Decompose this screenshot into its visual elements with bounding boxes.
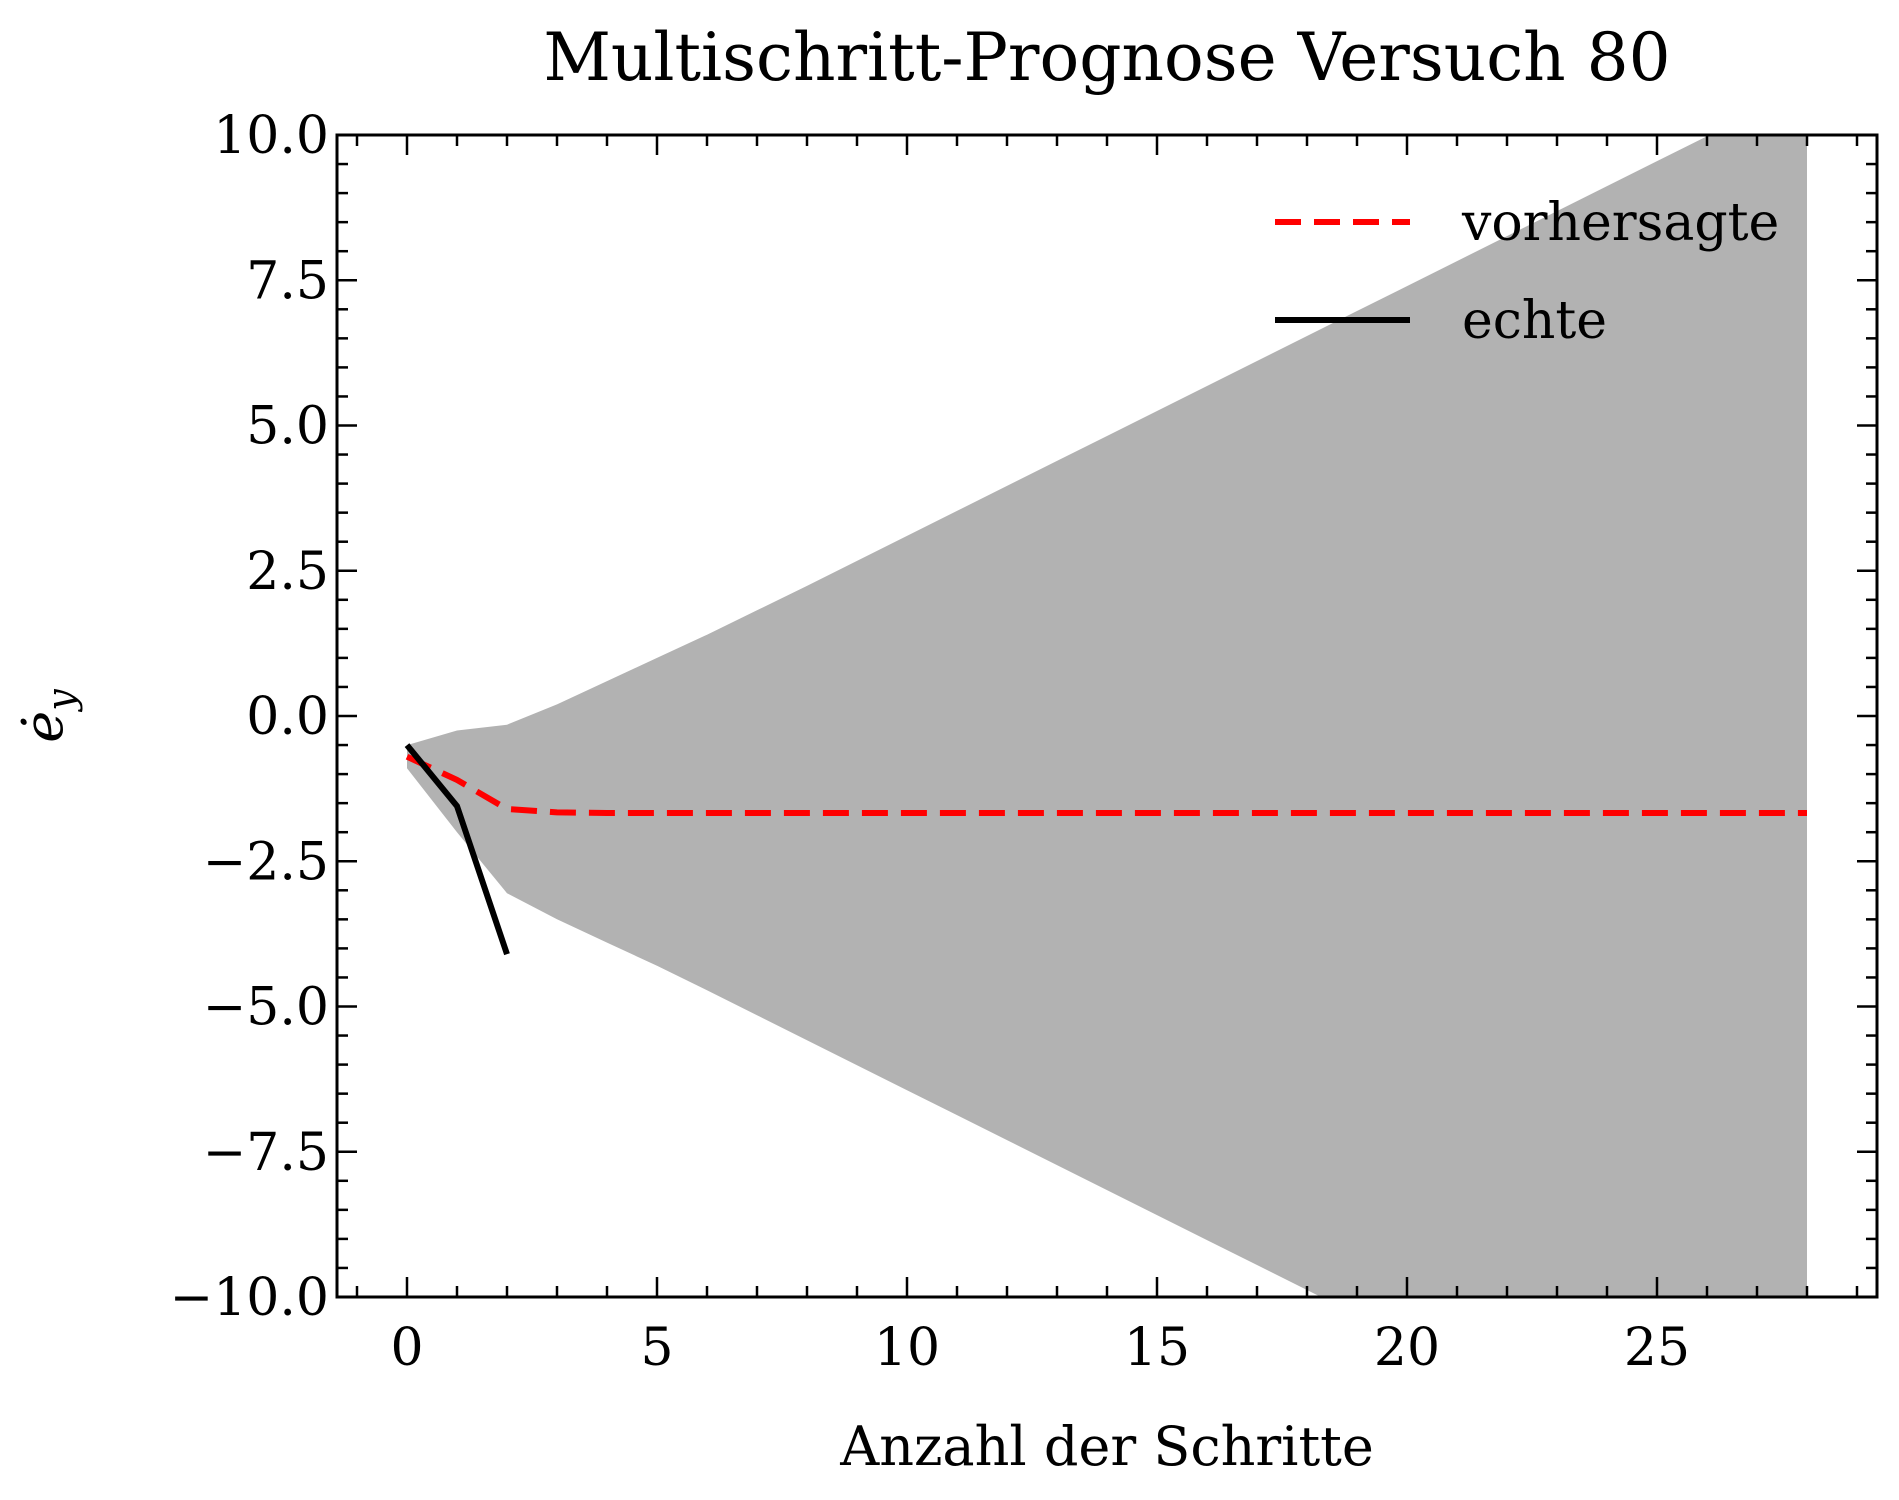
- x-tick-label: 10: [874, 1318, 940, 1378]
- x-axis-label: Anzahl der Schritte: [839, 1415, 1374, 1478]
- y-tick-label: 2.5: [246, 542, 329, 602]
- legend: vorhersagte echte: [1275, 193, 1779, 351]
- y-axis-ticks: −10.0 −7.5 −5.0 −2.5 0.0 2.5 5.0 7.5 10.0: [170, 106, 1877, 1328]
- x-tick-label: 25: [1624, 1318, 1690, 1378]
- svg-text:ėy: ėy: [12, 689, 83, 743]
- series-line-echte: [404, 743, 510, 956]
- legend-label-echte: echte: [1462, 291, 1607, 351]
- y-axis-label-subscript: y: [39, 689, 83, 713]
- y-axis-label-symbol: ė: [12, 711, 75, 743]
- uncertainty-band: [407, 135, 1807, 1297]
- y-tick-label: −5.0: [203, 978, 329, 1038]
- y-tick-label: −2.5: [203, 832, 329, 892]
- y-axis-label: ėy: [12, 689, 83, 743]
- y-tick-label: 5.0: [246, 397, 329, 457]
- x-tick-label: 0: [390, 1318, 423, 1378]
- plot-frame: [335, 133, 1879, 1299]
- y-tick-label: 0.0: [246, 687, 329, 747]
- x-tick-label: 5: [640, 1318, 673, 1378]
- x-tick-label: 20: [1374, 1318, 1440, 1378]
- legend-label-vorhersagte: vorhersagte: [1461, 193, 1779, 253]
- y-tick-label: −7.5: [203, 1123, 329, 1183]
- y-tick-label: 7.5: [246, 251, 329, 311]
- chart-title: Multischritt-Prognose Versuch 80: [543, 19, 1670, 96]
- x-axis-ticks: 0 5 10 15 20 25: [355, 135, 1859, 1378]
- plot-area: [404, 135, 1807, 1297]
- y-tick-label: 10.0: [213, 106, 329, 166]
- series-line-vorhersagte: [405, 753, 1807, 816]
- y-tick-label: −10.0: [170, 1268, 329, 1328]
- x-tick-label: 15: [1124, 1318, 1190, 1378]
